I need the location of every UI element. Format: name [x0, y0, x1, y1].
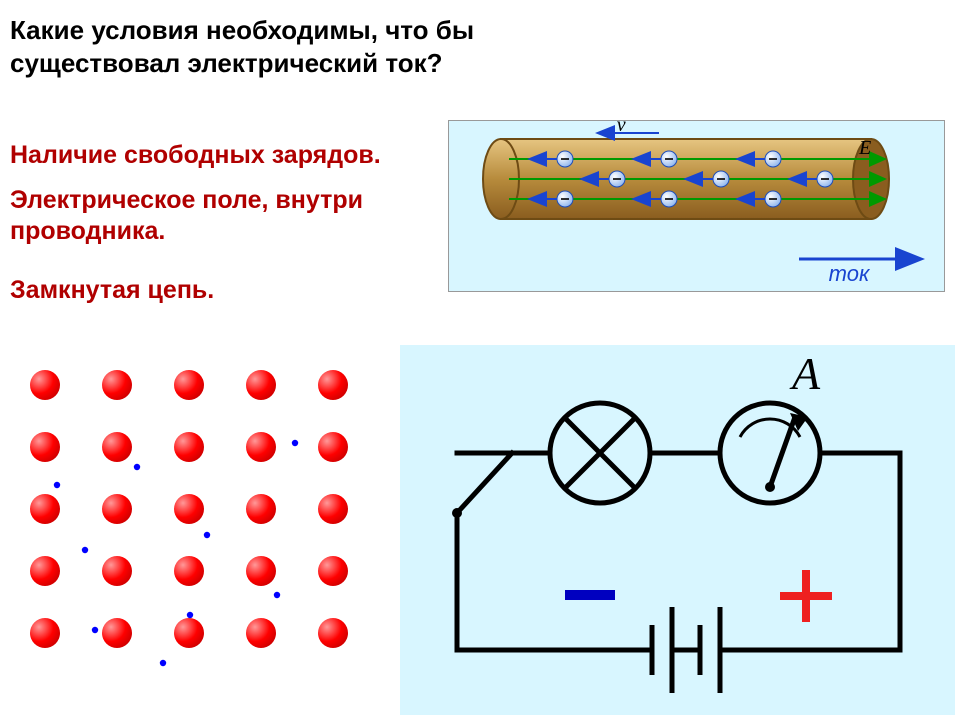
circuit-diagram: A — [400, 345, 955, 715]
plus-sign — [780, 570, 832, 622]
tok-label: ток — [829, 261, 871, 286]
condition-1: Наличие свободных зарядов. — [10, 140, 410, 171]
condition-2: Электрическое поле, внутри проводника. — [10, 185, 410, 248]
ammeter-label: A — [789, 348, 821, 399]
lattice-svg — [25, 365, 375, 695]
conductor-diagram: v⃗ E⃗ ток — [448, 120, 945, 292]
svg-text:v⃗: v⃗ — [617, 121, 641, 136]
minus-sign — [565, 590, 615, 600]
ion-lattice — [25, 365, 375, 695]
condition-3: Замкнутая цепь. — [10, 275, 410, 306]
svg-text:E⃗: E⃗ — [858, 137, 887, 159]
conductor-svg: v⃗ E⃗ ток — [449, 121, 944, 291]
circuit-svg: A — [400, 345, 955, 715]
question-text: Какие условия необходимы, что бы существ… — [10, 14, 650, 81]
